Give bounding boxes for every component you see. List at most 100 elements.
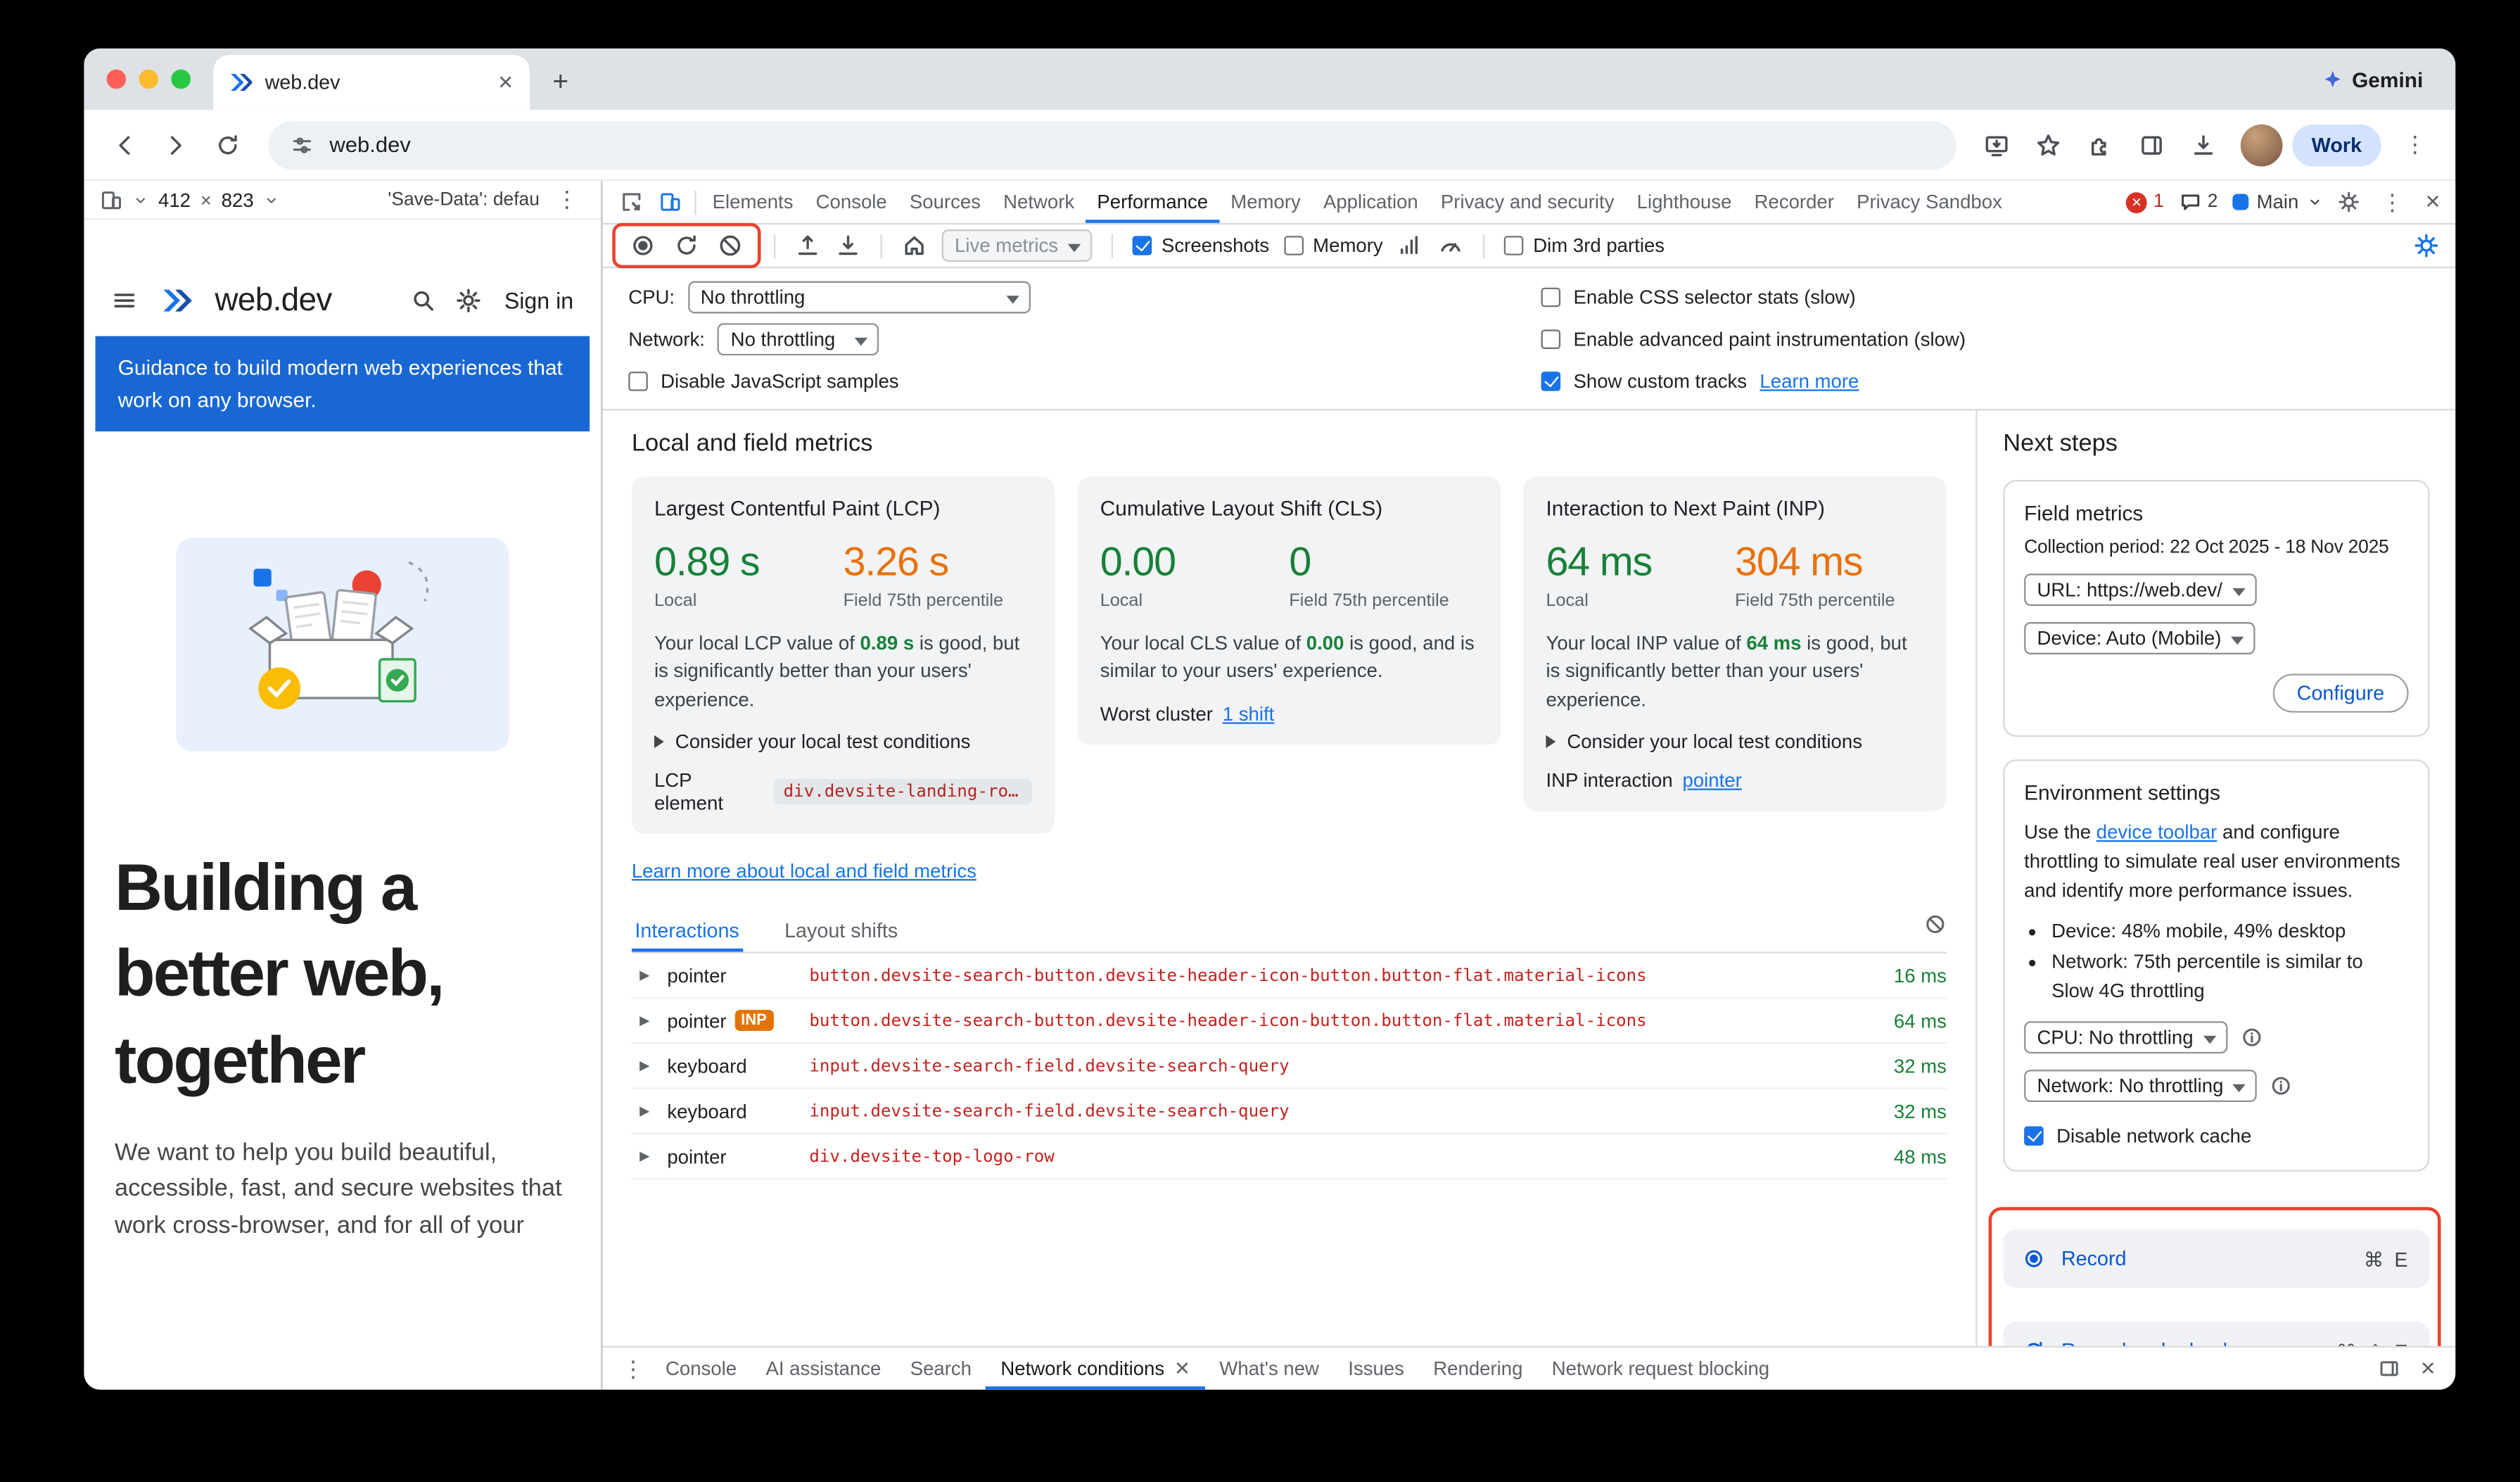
ua-hint-label[interactable]: 'Save-Data': defau [388,189,540,210]
device-toolbar-menu-icon[interactable]: ⋮ [555,186,579,212]
back-button[interactable] [100,120,148,169]
viewport-height[interactable]: 823 [221,188,254,211]
interaction-row[interactable]: ▶ keyboard input.devsite-search-field.de… [631,1089,1947,1135]
close-window-button[interactable] [106,69,127,89]
row-expand-icon[interactable]: ▶ [639,1058,650,1074]
drawer-tab-issues[interactable]: Issues [1348,1357,1404,1380]
interaction-target[interactable]: input.devsite-search-field.devsite-searc… [809,1101,1290,1121]
context-selector[interactable]: Main [2232,191,2323,213]
reload-button[interactable] [203,120,252,169]
profile-chip[interactable]: Work [2292,123,2381,166]
interaction-row[interactable]: ▶ pointer div.devsite-top-logo-row 48 ms [631,1134,1947,1180]
lcp-element-chip[interactable]: div.devsite-landing-row-ite… [773,779,1033,805]
screenshots-checkbox[interactable] [1132,236,1152,255]
interaction-row[interactable]: ▶ keyboard input.devsite-search-field.de… [631,1044,1947,1090]
worst-cluster-link[interactable]: 1 shift [1222,702,1275,726]
drawer-tab-search[interactable]: Search [910,1357,972,1380]
new-tab-button[interactable]: + [552,66,569,97]
load-profile-icon[interactable] [795,233,821,259]
interaction-target[interactable]: input.devsite-search-field.devsite-searc… [809,1056,1290,1076]
drawer-tab-whats-new[interactable]: What's new [1219,1357,1319,1380]
browser-menu-icon[interactable]: ⋮ [2403,130,2426,157]
live-metrics-home-icon[interactable] [901,233,927,259]
devtools-close-icon[interactable]: ✕ [2424,190,2441,214]
device-select-caret-icon[interactable] [132,191,148,208]
webdev-logo-icon[interactable] [157,286,196,315]
save-profile-icon[interactable] [835,233,861,259]
gemini-chip[interactable]: Gemini [2323,49,2423,110]
screenshots-toggle[interactable]: Screenshots [1132,234,1269,257]
tab-lighthouse[interactable]: Lighthouse [1636,190,1732,214]
memory-checkbox[interactable] [1283,236,1304,255]
dim-3rd-parties-checkbox[interactable] [1503,236,1524,255]
tab-application[interactable]: Application [1323,190,1418,214]
issues-badge[interactable]: 2 [2178,191,2218,213]
record-icon[interactable] [630,233,656,259]
theme-toggle-icon[interactable] [456,288,482,314]
configure-button[interactable]: Configure [2272,673,2409,713]
drawer-tab-network-request-blocking[interactable]: Network request blocking [1551,1357,1770,1380]
cpu-gauge-icon[interactable] [1438,233,1464,259]
inspect-element-icon[interactable] [612,181,651,223]
tab-privacy-and-security[interactable]: Privacy and security [1440,190,1615,214]
zoom-select-caret-icon[interactable] [263,191,279,208]
record-button[interactable]: Record ⌘ E [2003,1229,2430,1288]
side-panel-icon[interactable] [2127,120,2176,169]
field-url-select[interactable]: URL: https://web.dev/ [2024,574,2257,607]
downloads-icon[interactable] [2179,120,2228,169]
site-settings-icon[interactable] [291,133,313,156]
site-search-icon[interactable] [411,288,437,314]
tab-elements[interactable]: Elements [712,190,794,214]
drawer-tab-close-icon[interactable]: ✕ [1173,1357,1191,1380]
devtools-settings-icon[interactable] [2337,191,2360,213]
address-bar[interactable]: web.dev [268,120,1956,169]
tab-privacy-sandbox[interactable]: Privacy Sandbox [1857,190,2002,214]
inp-consider-toggle[interactable]: Consider your local test conditions [1546,730,1923,753]
device-toolbar-toggle-icon[interactable] [651,181,689,223]
minimize-window-button[interactable] [139,69,159,89]
bookmark-icon[interactable] [2024,120,2073,169]
record-and-reload-icon[interactable] [674,233,700,259]
row-expand-icon[interactable]: ▶ [639,968,650,983]
capture-settings-icon[interactable] [2414,233,2440,259]
show-custom-tracks-checkbox[interactable] [1541,370,1561,391]
interaction-row[interactable]: ▶ pointer INP button.devsite-search-butto… [631,999,1947,1044]
clear-icon[interactable] [718,233,744,259]
dim-3rd-parties-toggle[interactable]: Dim 3rd parties [1503,234,1665,257]
network-conditions-icon[interactable] [1397,233,1423,259]
tab-layout-shifts[interactable]: Layout shifts [784,919,898,943]
tab-sources[interactable]: Sources [909,190,981,214]
drawer-tab-rendering[interactable]: Rendering [1433,1357,1523,1380]
tab-performance[interactable]: Performance [1086,181,1219,223]
extensions-icon[interactable] [2076,120,2125,169]
tab-console[interactable]: Console [815,190,887,214]
env-cpu-select[interactable]: CPU: No throttling [2024,1021,2227,1054]
record-and-reload-button[interactable]: Record and reload ⌘ ⇧ E [2003,1322,2430,1346]
site-logo-text[interactable]: web.dev [215,281,332,318]
devtools-menu-icon[interactable]: ⋮ [2381,188,2404,215]
interaction-target[interactable]: div.devsite-top-logo-row [809,1146,1055,1167]
css-selector-stats-checkbox[interactable] [1541,286,1561,307]
row-expand-icon[interactable]: ▶ [639,1148,650,1164]
interaction-target[interactable]: button.devsite-search-button.devsite-hea… [809,965,1647,985]
row-expand-icon[interactable]: ▶ [639,1013,650,1028]
drawer-tab-ai-assistance[interactable]: AI assistance [765,1357,882,1380]
console-errors-badge[interactable]: ✕ 1 [2126,191,2164,213]
network-info-icon[interactable] [2270,1075,2293,1097]
network-throttling-select[interactable]: No throttling [718,322,879,355]
custom-tracks-learn-more-link[interactable]: Learn more [1759,369,1859,392]
env-network-select[interactable]: Network: No throttling [2024,1070,2258,1103]
interaction-row[interactable]: ▶ pointer button.devsite-search-button.d… [631,954,1947,999]
device-toolbar-link[interactable]: device toolbar [2096,821,2217,844]
save-share-icon[interactable] [1973,120,2021,169]
drawer-menu-icon[interactable]: ⋮ [622,1355,645,1381]
lcp-consider-toggle[interactable]: Consider your local test conditions [654,730,1032,753]
tab-recorder[interactable]: Recorder [1754,190,1834,214]
browser-tab[interactable]: web.dev ✕ [213,55,530,110]
inp-interaction-link[interactable]: pointer [1682,769,1742,792]
tab-network[interactable]: Network [1003,190,1075,214]
zoom-window-button[interactable] [171,69,191,89]
forward-button[interactable] [152,120,201,169]
cpu-info-icon[interactable] [2240,1026,2263,1049]
advanced-paint-checkbox[interactable] [1541,329,1561,348]
